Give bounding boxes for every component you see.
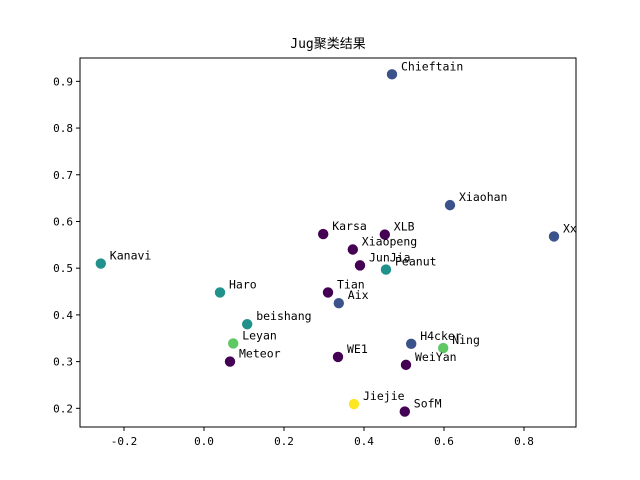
point-label: Haro: [229, 277, 257, 291]
point-label: WE1: [347, 342, 368, 356]
data-point: [214, 287, 226, 298]
data-point: [548, 231, 560, 242]
data-point: [400, 359, 412, 371]
y-tick-label: 0.7: [53, 169, 73, 182]
axis-ticks: -0.2 0.0 0.2 0.4 0.6 0.8 0.2 0.3 0.4 0.5 0.6 0.7 0.8…: [53, 75, 534, 448]
point-label: Leyan: [242, 328, 277, 342]
data-point: [386, 69, 398, 80]
point-label: beishang: [256, 309, 311, 323]
point-label: H4cker: [420, 329, 462, 343]
point-label: Kanavi: [110, 249, 152, 263]
point-label: Tian: [337, 277, 365, 291]
point-label: Jiejie: [363, 389, 405, 403]
x-tick-label: 0.8: [514, 435, 534, 448]
y-tick-label: 0.4: [53, 309, 73, 322]
data-point: [95, 258, 107, 269]
data-point: [380, 264, 392, 275]
point-label: Chieftain: [401, 59, 463, 73]
point-label: XLB: [394, 220, 415, 234]
point-label: Xiaopeng: [362, 235, 417, 249]
y-tick-label: 0.8: [53, 122, 73, 135]
data-point: [224, 356, 236, 367]
data-point: [322, 287, 334, 298]
data-point: [333, 298, 344, 309]
data-point: [318, 228, 329, 240]
data-point: [406, 338, 417, 350]
x-tick-label: -0.2: [111, 435, 138, 448]
x-tick-label: 0.6: [434, 435, 454, 448]
point-label: Xx: [563, 221, 577, 235]
y-tick-label: 0.2: [53, 402, 73, 415]
data-point: [242, 319, 253, 330]
chart-title: Jug聚类结果: [290, 37, 365, 52]
plot-frame: [79, 57, 577, 428]
data-points: [95, 69, 560, 417]
y-tick-label: 0.9: [53, 75, 73, 88]
y-tick-label: 0.6: [53, 215, 73, 228]
data-point: [399, 406, 410, 417]
point-label: JunJia: [369, 250, 411, 264]
point-label: Meteor: [239, 347, 281, 361]
point-label: Peanut: [395, 255, 437, 269]
data-point: [228, 338, 239, 349]
y-tick-label: 0.3: [53, 356, 73, 369]
point-label: Xiaohan: [459, 190, 507, 204]
point-label: Ning: [452, 333, 480, 347]
data-point: [379, 229, 390, 240]
data-point: [354, 260, 366, 271]
point-labels: Chieftain Xiaohan Xx Karsa XLBXiaopengJunJia…: [110, 59, 577, 410]
data-point: [348, 398, 360, 410]
data-point: [347, 244, 358, 255]
data-point: [332, 351, 344, 363]
y-tick-label: 0.5: [53, 262, 73, 275]
x-tick-label: 0.0: [194, 435, 214, 448]
x-tick-label: 0.2: [274, 435, 294, 448]
point-label: WeiYan: [415, 350, 457, 364]
point-label: Karsa: [332, 219, 367, 233]
x-tick-label: 0.4: [354, 435, 374, 448]
data-point: [438, 342, 449, 354]
point-label: Aix: [348, 288, 369, 302]
point-label: SofM: [414, 397, 442, 411]
data-point: [444, 199, 456, 211]
